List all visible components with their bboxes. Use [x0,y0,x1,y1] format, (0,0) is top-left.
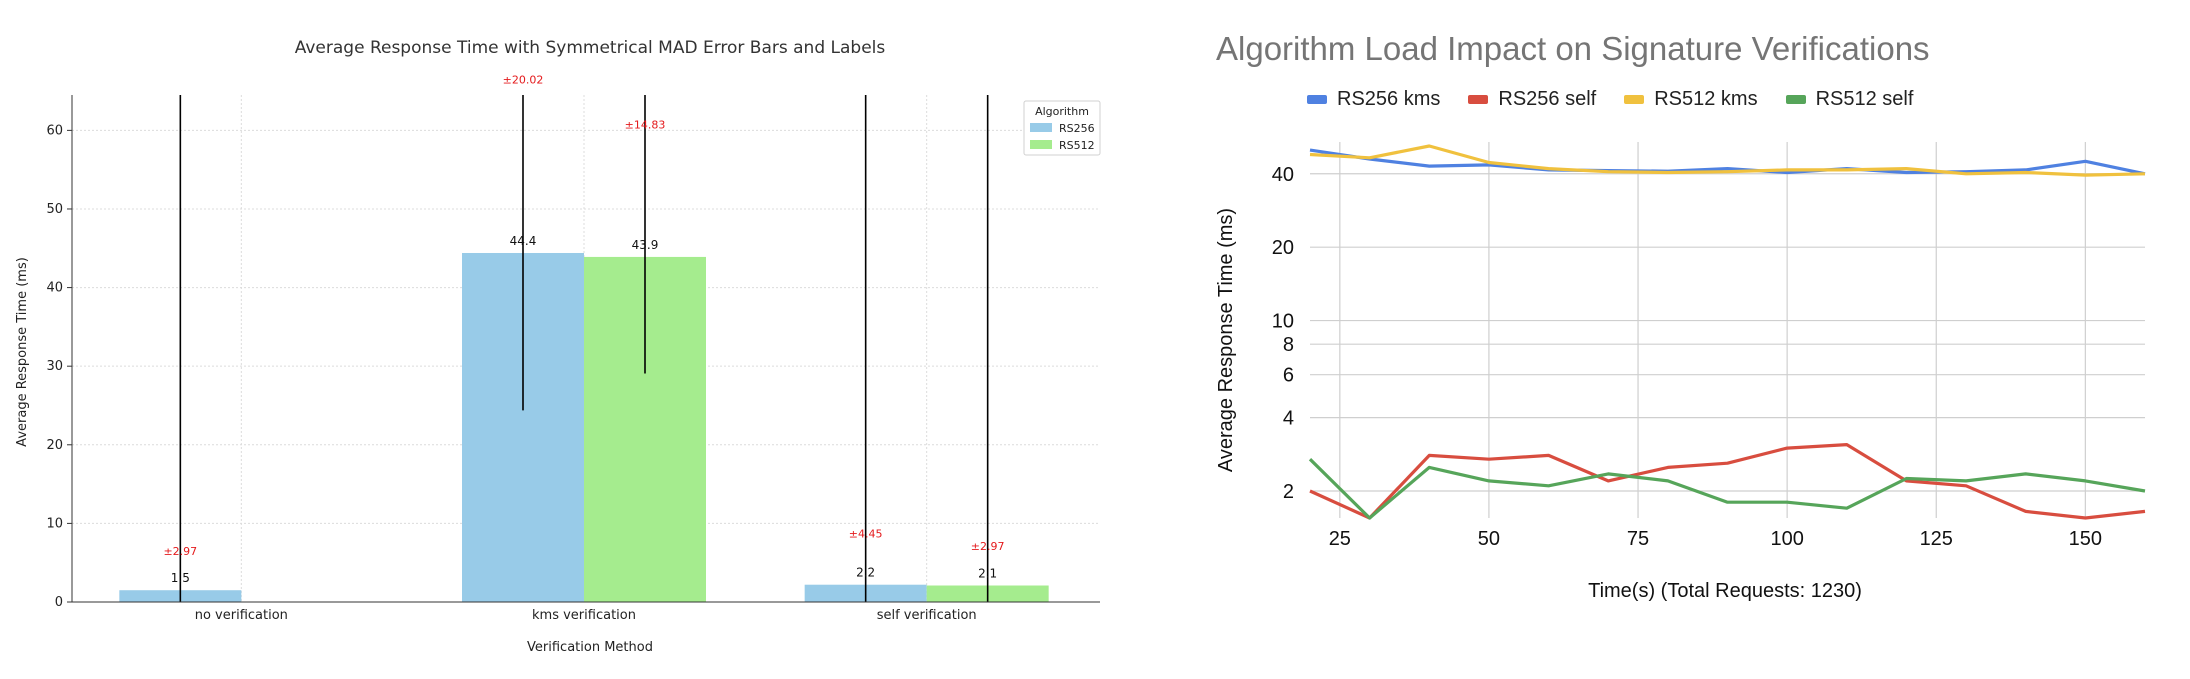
value-label: 2.1 [978,566,997,580]
error-label: ±14.83 [625,118,666,131]
bar-chart-ylabel: Average Response Time (ms) [15,257,30,447]
line-chart-legend: RS256 kms RS256 self RS512 kms RS512 self [1307,88,1913,111]
error-label: ±2.97 [971,540,1005,553]
line-xtick-label: 75 [1627,528,1649,550]
bar-ytick-label: 30 [46,359,63,374]
line-xtick-label: 50 [1478,528,1500,550]
line-ytick-label: 6 [1283,365,1294,387]
line-ytick-label: 4 [1283,408,1294,430]
bar-xtick-label: kms verification [532,608,636,623]
value-label: 1.5 [171,571,190,585]
legend-swatch [1624,95,1645,104]
line-xtick-label: 100 [1770,528,1803,550]
bar-chart: Average Response Time with Symmetrical M… [15,38,1101,655]
value-label: 43.9 [632,238,659,252]
line-chart: 2 4 6 810 20 40 25 50 75 100 125 150 Time(s) (Total… [1215,142,2146,602]
bar-ytick-label: 0 [55,595,63,610]
line-chart-panel: Algorithm Load Impact on Signature Verif… [1200,0,2190,674]
error-label: ±4.45 [849,528,883,541]
legend-swatch [1468,95,1489,104]
legend-label-rs256: RS256 [1059,122,1095,135]
bar-xtick-label: no verification [195,608,288,623]
bar-chart-title: Average Response Time with Symmetrical M… [295,38,886,58]
legend-label: RS512 self [1815,88,1914,110]
legend-label: RS256 self [1498,88,1597,110]
legend-label-rs512: RS512 [1059,139,1095,152]
bar-chart-legend: Algorithm RS256 RS512 [1023,100,1101,156]
legend-item-rs256-self: RS256 self [1468,88,1596,111]
legend-label: RS512 kms [1654,88,1758,110]
line-ytick-label: 8 [1283,334,1294,356]
legend-swatch-rs512 [1030,140,1052,149]
series-line-rs256-kms [1309,148,2146,176]
line-ytick-label: 10 [1272,311,1294,333]
line-chart-ylabel: Average Response Time (ms) [1215,208,1237,472]
legend-item-rs512-self: RS512 self [1785,88,1914,111]
legend-label: RS256 kms [1337,88,1441,110]
bar-ytick-label: 60 [46,123,63,138]
line-ytick-label: 2 [1283,481,1294,503]
error-label: ±20.02 [503,74,544,87]
bar-ytick-label: 40 [46,281,63,296]
value-label: 2.2 [856,566,875,580]
legend-swatch-rs256 [1030,123,1052,132]
legend-title: Algorithm [1035,105,1089,118]
line-xtick-label: 125 [1920,528,1953,550]
line-chart-xlabel: Time(s) (Total Requests: 1230) [1588,580,1862,602]
legend-item-rs512-kms: RS512 kms [1624,88,1758,111]
legend-swatch [1785,95,1806,104]
line-ytick-label: 20 [1272,237,1294,259]
bar-ytick-label: 50 [46,202,63,217]
legend-swatch [1307,95,1327,104]
series-line-rs256-self [1309,443,2146,520]
bar-chart-xlabel: Verification Method [527,640,653,655]
line-xtick-label: 25 [1329,528,1351,550]
error-label: ±2.97 [163,545,197,558]
series-line-rs512-self [1308,458,2146,520]
line-xtick-label: 150 [2069,528,2102,550]
bar-xtick-label: self verification [877,608,977,623]
value-label: 44.4 [510,234,537,248]
bar-chart-panel: Average Response Time with Symmetrical M… [15,38,1101,655]
line-chart-title: Algorithm Load Impact on Signature Verif… [1216,30,1930,67]
series-line-rs512-kms [1309,144,2146,177]
line-ytick-label: 40 [1272,164,1294,186]
bar-ytick-label: 20 [46,438,63,453]
legend-item-rs256-kms: RS256 kms [1307,88,1440,111]
bar-ytick-label: 10 [46,516,63,531]
